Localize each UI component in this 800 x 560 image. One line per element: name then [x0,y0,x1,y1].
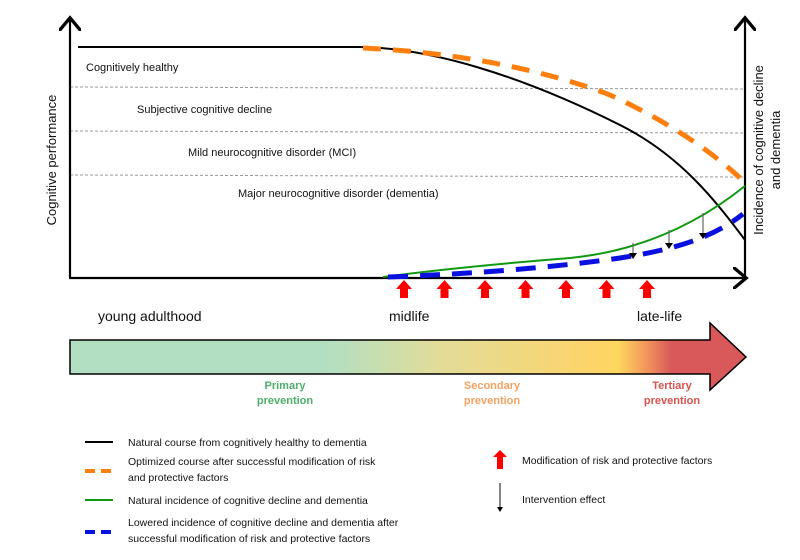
stage-label-subjective: Subjective cognitive decline [137,104,272,116]
tertiary-prevention-line1: Tertiary [652,380,692,392]
stage-divider [69,174,746,178]
modification-arrows [396,280,655,298]
legend-label: Natural course from cognitively healthy … [128,437,367,449]
legend-item-natural-incidence: Natural incidence of cognitive decline a… [85,495,368,507]
legend-left: Natural course from cognitively healthy … [85,437,399,545]
stage-label-healthy: Cognitively healthy [86,62,179,74]
stage-divider [69,130,746,134]
legend-item-optimized-course: Optimized course after successful modifi… [85,456,376,484]
legend-label: Lowered incidence of cognitive decline a… [128,517,399,529]
lowered-incidence-line [387,212,745,280]
legend-item-intervention: Intervention effect [497,483,605,512]
stage-label-dementia: Major neurocognitive disorder (dementia) [238,188,439,200]
legend-label: Natural incidence of cognitive decline a… [128,495,368,507]
intervention-arrow [629,243,637,259]
y-axis-left-label: Cognitive performance [44,95,59,226]
modification-arrow-icon [477,280,493,298]
life-course-arrow [69,321,748,392]
natural-incidence-line [382,185,746,278]
red-up-arrow-icon [493,450,507,469]
life-phase-young-adulthood: young adulthood [98,308,202,324]
legend-label: successful modification of risk and prot… [128,533,370,545]
modification-arrow-icon [396,280,412,298]
modification-arrow-icon [598,280,615,298]
legend-item-natural-course: Natural course from cognitively healthy … [85,437,367,449]
tertiary-prevention-line2: prevention [644,395,701,407]
y-axis-right-label-line2: and dementia [768,110,783,190]
stage-label-mci: Mild neurocognitive disorder (MCI) [188,147,356,159]
modification-arrow-icon [517,280,534,298]
modification-arrow-icon [558,280,574,298]
life-phase-midlife: midlife [389,308,430,324]
modification-arrow-icon [639,280,655,298]
secondary-prevention-line2: prevention [464,395,521,407]
legend-label: Optimized course after successful modifi… [128,456,376,468]
natural-course-line [78,46,746,241]
intervention-arrow [665,230,673,249]
y-axis-right-label-line1: Incidence of cognitive decline [751,65,766,235]
legend-label: Modification of risk and protective fact… [522,455,712,467]
legend-label: and protective factors [128,472,228,484]
primary-prevention-line2: prevention [257,395,314,407]
down-arrow-icon [497,483,503,512]
legend-item-lowered-incidence: Lowered incidence of cognitive decline a… [85,517,399,545]
primary-prevention-line1: Primary [265,380,307,392]
stage-divider [69,86,746,90]
life-phase-late-life: late-life [637,308,682,324]
legend-item-modification: Modification of risk and protective fact… [493,450,712,469]
intervention-arrows [629,213,707,259]
intervention-arrow [699,213,707,239]
optimized-course-line [362,45,742,180]
secondary-prevention-line1: Secondary [464,380,521,392]
legend-right: Modification of risk and protective fact… [493,450,712,512]
legend-label: Intervention effect [522,494,605,506]
modification-arrow-icon [436,280,453,298]
